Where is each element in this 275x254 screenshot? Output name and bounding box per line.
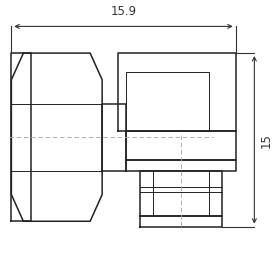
Text: 15: 15	[260, 133, 273, 148]
Text: 15.9: 15.9	[111, 5, 137, 18]
